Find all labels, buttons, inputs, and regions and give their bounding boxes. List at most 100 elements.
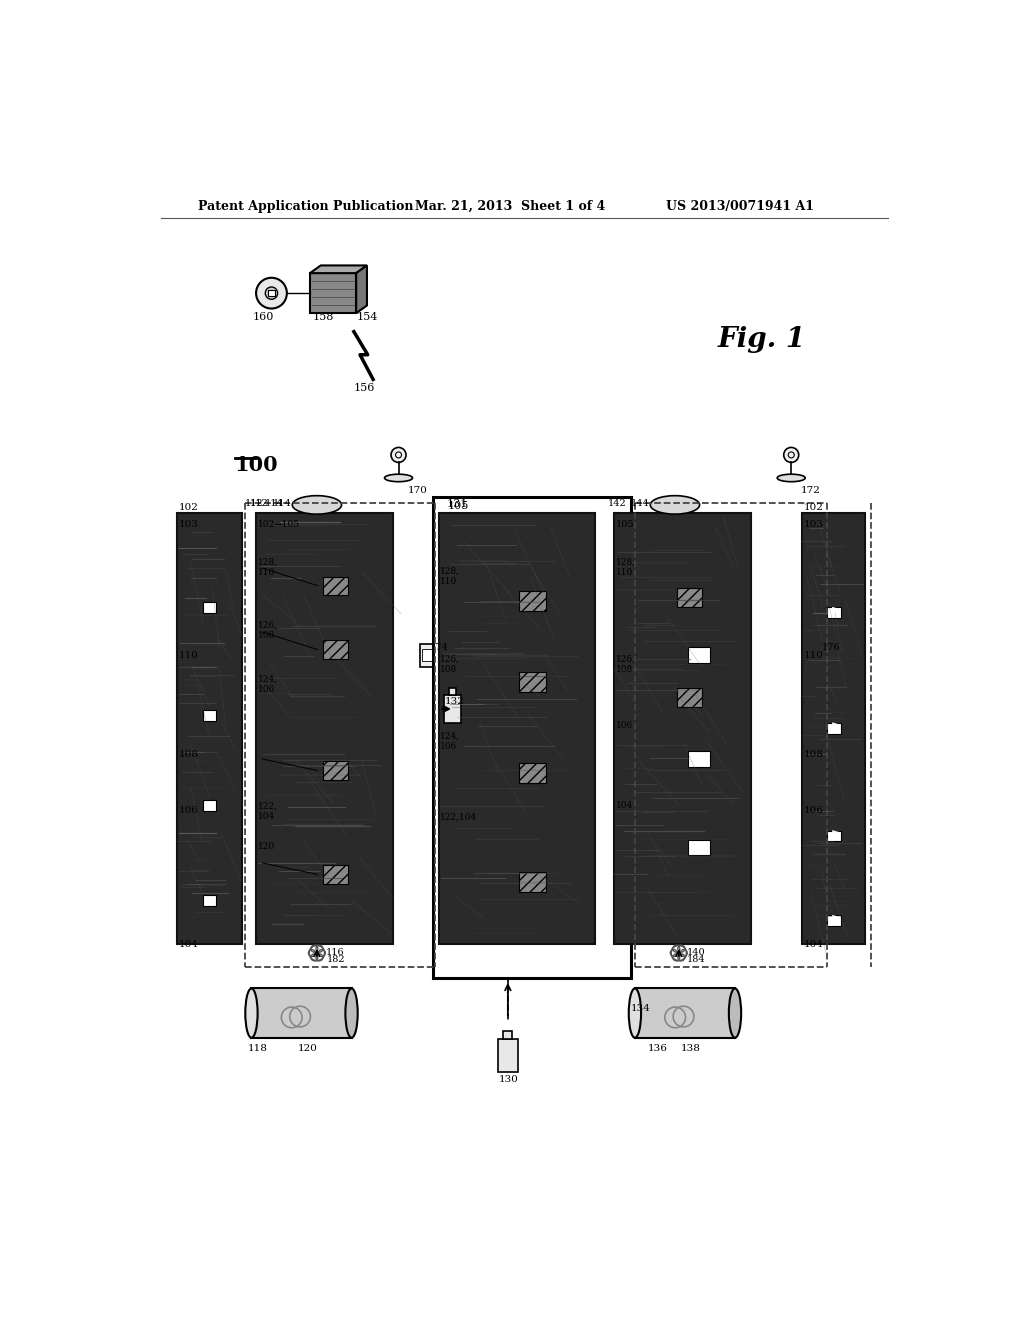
Polygon shape (356, 265, 367, 313)
Bar (433, 498, 631, 978)
Text: 126,
108: 126, 108 (258, 620, 278, 640)
Bar (677, 589, 701, 607)
Bar (252, 989, 351, 1038)
Text: 140: 140 (687, 948, 706, 957)
Text: 120: 120 (298, 1044, 317, 1053)
Text: 131: 131 (447, 499, 468, 508)
Text: 112: 112 (245, 499, 263, 508)
Bar (677, 688, 701, 706)
Text: 120: 120 (258, 842, 274, 851)
Text: 108: 108 (178, 750, 199, 759)
Text: 106: 106 (178, 805, 199, 814)
Text: 116: 116 (326, 948, 345, 957)
Text: 124,
106: 124, 106 (440, 733, 460, 751)
Text: 102: 102 (178, 503, 199, 512)
Text: 118: 118 (248, 1044, 267, 1053)
Text: 106: 106 (804, 805, 823, 814)
Bar (826, 915, 841, 927)
Circle shape (391, 447, 407, 462)
Text: 130: 130 (499, 1074, 518, 1084)
Text: 128,
110: 128, 110 (615, 557, 636, 577)
Text: 142: 142 (608, 499, 627, 508)
Text: 128,
110: 128, 110 (440, 566, 460, 586)
Text: 126,
108: 126, 108 (440, 655, 460, 675)
Polygon shape (310, 265, 367, 273)
Bar (203, 800, 216, 812)
Text: 170: 170 (408, 486, 428, 495)
Ellipse shape (729, 989, 741, 1038)
Text: 104: 104 (178, 940, 199, 949)
Bar (826, 830, 841, 841)
Bar (203, 710, 216, 721)
Bar (324, 640, 348, 659)
Text: Patent Application Publication: Patent Application Publication (199, 199, 414, 213)
Text: 154: 154 (356, 313, 378, 322)
Bar (635, 989, 735, 1038)
Bar (688, 751, 710, 767)
Text: 105: 105 (447, 502, 469, 511)
Text: Mar. 21, 2013  Sheet 1 of 4: Mar. 21, 2013 Sheet 1 of 4 (416, 199, 606, 213)
Text: 103: 103 (178, 520, 199, 529)
Bar (324, 762, 348, 780)
Bar (688, 840, 710, 855)
Bar (802, 512, 865, 944)
Ellipse shape (292, 496, 342, 515)
Text: 114: 114 (273, 499, 292, 508)
Ellipse shape (650, 496, 699, 515)
Text: 114: 114 (265, 499, 284, 508)
Ellipse shape (246, 989, 258, 1038)
Text: 122,
104: 122, 104 (258, 801, 278, 821)
Text: 138: 138 (681, 1044, 701, 1053)
Text: 158: 158 (313, 313, 335, 322)
Text: 112: 112 (250, 499, 268, 508)
Text: 106: 106 (615, 721, 633, 730)
Text: 182: 182 (327, 956, 345, 965)
Bar (688, 647, 710, 663)
Text: 102→105: 102→105 (258, 520, 300, 529)
Circle shape (256, 277, 287, 309)
Bar (826, 723, 841, 734)
Text: 102: 102 (804, 503, 823, 512)
Text: 160: 160 (252, 313, 273, 322)
Text: 134: 134 (631, 1003, 651, 1012)
Bar (203, 602, 216, 612)
Bar (815, 649, 826, 661)
Text: 104: 104 (615, 801, 633, 810)
Text: 132: 132 (444, 697, 465, 706)
Text: 126,
108: 126, 108 (615, 655, 636, 675)
Bar (420, 644, 434, 667)
Bar (519, 672, 546, 692)
Text: 184: 184 (687, 956, 706, 965)
Circle shape (783, 447, 799, 462)
Text: 128,
110: 128, 110 (258, 557, 278, 577)
Bar (519, 763, 546, 783)
Bar (422, 649, 432, 661)
Bar (256, 512, 393, 944)
Text: 100: 100 (234, 455, 279, 475)
Bar (498, 1039, 518, 1072)
Text: US 2013/0071941 A1: US 2013/0071941 A1 (666, 199, 814, 213)
Bar (444, 696, 461, 723)
Text: 122,104: 122,104 (440, 813, 477, 822)
Ellipse shape (384, 474, 413, 482)
Bar (826, 607, 841, 618)
Text: 104: 104 (804, 940, 823, 949)
Text: 103: 103 (804, 520, 823, 529)
Text: 136: 136 (648, 1044, 668, 1053)
Bar (614, 512, 752, 944)
Bar (813, 644, 827, 667)
Text: 172: 172 (801, 486, 820, 495)
Text: 156: 156 (354, 383, 375, 393)
Text: 108: 108 (804, 750, 823, 759)
Ellipse shape (777, 474, 805, 482)
Text: 144: 144 (631, 499, 650, 508)
Text: Fig. 1: Fig. 1 (717, 326, 806, 352)
Bar (203, 895, 216, 906)
Bar (449, 688, 457, 696)
Text: 174: 174 (429, 644, 449, 652)
Text: 110: 110 (178, 651, 199, 660)
Bar (504, 1031, 512, 1039)
Ellipse shape (629, 989, 641, 1038)
Bar (324, 866, 348, 884)
Bar (519, 873, 546, 892)
